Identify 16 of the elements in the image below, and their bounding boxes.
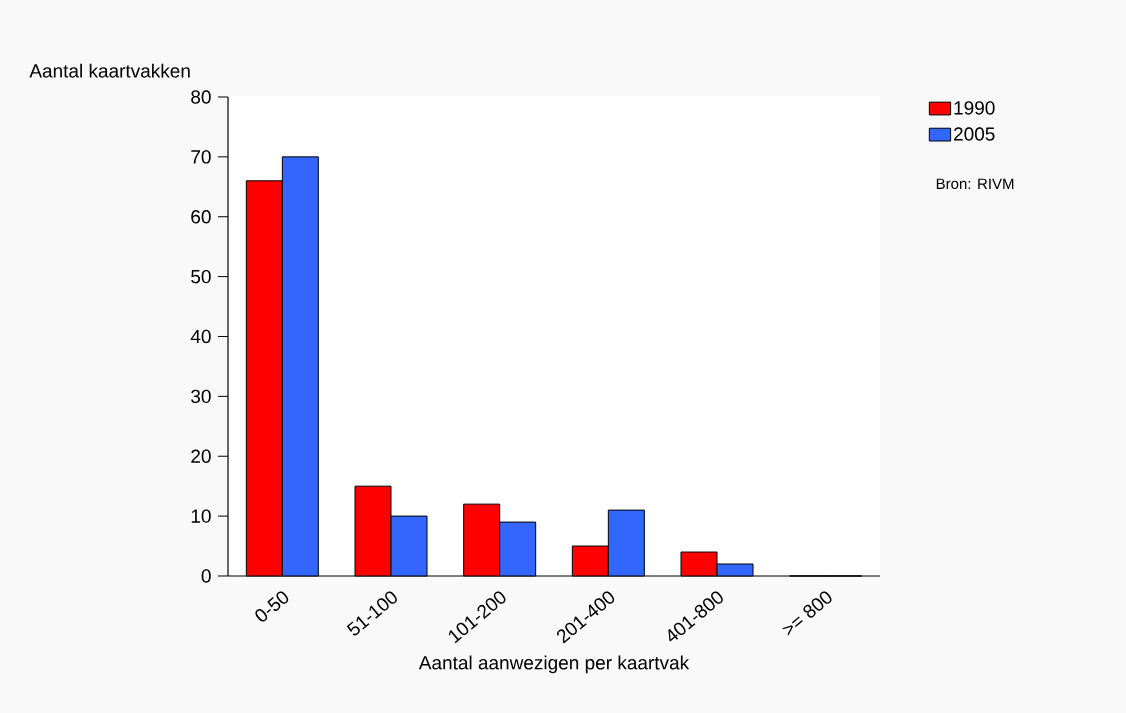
text: Bron: RIVM xyxy=(936,178,1014,190)
legend-label: 1990 xyxy=(954,101,995,115)
y-tick-label: 60 xyxy=(191,210,211,224)
y-axis-title: Aantal kaartvakken xyxy=(29,63,190,78)
x-tick-label: 0-50 xyxy=(255,591,289,622)
y-tick-label: 40 xyxy=(190,329,211,344)
x-axis-title: Aantal aanwezigen per kaartvak xyxy=(418,655,690,674)
y-tick-label: 10 xyxy=(191,509,211,523)
y-tick-label: 80 xyxy=(191,90,211,104)
legend-label: 2005 xyxy=(954,127,995,141)
y-tick-label: 20 xyxy=(191,449,211,463)
y-tick-label: 0 xyxy=(201,569,211,583)
x-tick-label: >= 800 xyxy=(782,591,832,636)
y-tick-label: 50 xyxy=(191,269,211,284)
y-tick-label: 30 xyxy=(191,389,211,404)
y-tick-label: 70 xyxy=(191,150,211,164)
